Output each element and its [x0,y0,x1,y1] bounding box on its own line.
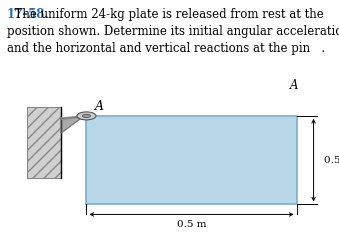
Text: The uniform 24-kg plate is released from rest at the
position shown. Determine i: The uniform 24-kg plate is released from… [7,8,339,55]
Polygon shape [61,117,83,133]
Bar [27,107,61,178]
Text: 0.5 m: 0.5 m [324,156,339,165]
Bar [86,116,297,204]
Text: A: A [95,100,104,113]
Circle shape [77,112,96,120]
Text: 17–58.: 17–58. [7,8,49,21]
Circle shape [82,114,91,118]
Text: A: A [290,79,298,92]
Text: 0.5 m: 0.5 m [177,220,206,229]
